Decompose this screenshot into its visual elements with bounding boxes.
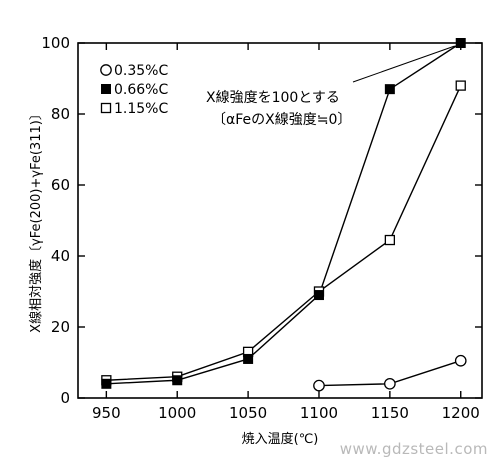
data-point <box>313 379 325 392</box>
annotation-line-2: 〔αFeのX線強度≒0〕 <box>212 112 351 128</box>
axis-ticks: 950 1000 1050 1100 1150 1200 0 20 40 60 80 100 <box>41 34 482 422</box>
data-point <box>243 353 254 364</box>
x-tick-label: 1050 <box>229 404 267 422</box>
x-tick-label: 1200 <box>442 404 480 422</box>
data-point <box>313 290 324 301</box>
plot-frame <box>77 42 483 399</box>
legend-label: 0.66%C <box>114 82 168 98</box>
data-point <box>172 375 183 386</box>
y-tick-label: 60 <box>51 176 70 194</box>
y-tick-label: 20 <box>51 318 70 336</box>
data-point <box>384 234 396 246</box>
x-tick-label: 1150 <box>371 404 409 422</box>
x-tick-label: 1100 <box>300 404 338 422</box>
data-point <box>384 377 396 390</box>
legend-label: 0.35%C <box>114 63 168 79</box>
legend-marker <box>100 64 112 76</box>
data-point <box>454 354 467 367</box>
legend-marker <box>100 102 112 114</box>
x-tick-label: 1000 <box>158 404 196 422</box>
series-line <box>106 85 462 381</box>
x-tick-label: 950 <box>92 404 121 422</box>
y-tick-label: 40 <box>51 247 70 265</box>
series-line <box>106 42 462 385</box>
annotation: X線強度を100とする〔αFeのX線強度≒0〕 <box>206 90 351 128</box>
data-point <box>384 84 395 95</box>
legend-label: 1.15%C <box>114 101 168 117</box>
series-markers <box>101 38 467 392</box>
watermark: www.gdzsteel.com <box>340 440 488 458</box>
x-axis-title: 焼入温度(℃) <box>242 431 319 447</box>
legend: 0.35%C 0.66%C 1.15%C <box>100 63 168 117</box>
y-axis-title: X線相対強度〔γFe(200)+γFe(311)〕 <box>28 107 44 333</box>
annotation-line <box>352 45 455 83</box>
y-tick-label: 100 <box>41 34 70 52</box>
y-tick-label: 80 <box>51 105 70 123</box>
annotation-line-1: X線強度を100とする <box>206 90 340 106</box>
annotation-leader <box>352 45 455 83</box>
data-point <box>101 378 112 389</box>
legend-marker <box>101 84 111 94</box>
data-point <box>455 38 466 48</box>
data-point <box>455 80 466 91</box>
y-tick-label: 0 <box>60 389 70 407</box>
